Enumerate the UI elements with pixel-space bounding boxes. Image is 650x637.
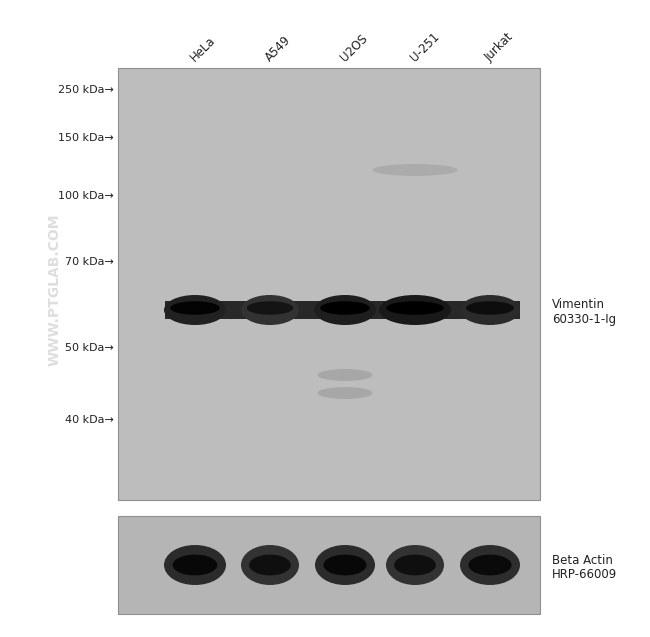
Ellipse shape [320, 301, 370, 315]
Ellipse shape [394, 555, 436, 575]
Ellipse shape [249, 555, 291, 575]
Text: HeLa: HeLa [188, 34, 218, 64]
Text: 60330-1-Ig: 60330-1-Ig [552, 313, 616, 326]
Ellipse shape [241, 545, 299, 585]
Ellipse shape [372, 164, 458, 176]
Ellipse shape [170, 301, 220, 315]
Ellipse shape [460, 545, 520, 585]
Ellipse shape [317, 369, 372, 381]
Bar [118, 68, 540, 500]
Ellipse shape [379, 295, 451, 325]
Ellipse shape [466, 301, 514, 315]
Text: U-251: U-251 [408, 30, 442, 64]
Text: WWW.PTGLAB.COM: WWW.PTGLAB.COM [48, 214, 62, 366]
Text: Jurkat: Jurkat [483, 31, 516, 64]
Text: A549: A549 [263, 33, 294, 64]
Text: 100 kDa→: 100 kDa→ [58, 191, 114, 201]
Text: 50 kDa→: 50 kDa→ [65, 343, 114, 353]
Text: HRP-66009: HRP-66009 [552, 568, 618, 580]
Ellipse shape [317, 387, 372, 399]
Ellipse shape [164, 545, 226, 585]
Ellipse shape [173, 555, 217, 575]
Text: Vimentin: Vimentin [552, 299, 605, 311]
Text: 250 kDa→: 250 kDa→ [58, 85, 114, 95]
Ellipse shape [241, 295, 299, 325]
Bar [118, 516, 540, 614]
Ellipse shape [386, 545, 444, 585]
Ellipse shape [386, 301, 444, 315]
Ellipse shape [247, 301, 293, 315]
Ellipse shape [164, 295, 226, 325]
Bar [165, 301, 520, 319]
Ellipse shape [314, 295, 376, 325]
Ellipse shape [315, 545, 375, 585]
Text: 70 kDa→: 70 kDa→ [65, 257, 114, 267]
Text: Beta Actin: Beta Actin [552, 554, 613, 566]
Ellipse shape [324, 555, 367, 575]
Ellipse shape [460, 295, 520, 325]
Text: 40 kDa→: 40 kDa→ [65, 415, 114, 425]
Text: 150 kDa→: 150 kDa→ [58, 133, 114, 143]
Text: U2OS: U2OS [338, 32, 370, 64]
Ellipse shape [469, 555, 512, 575]
